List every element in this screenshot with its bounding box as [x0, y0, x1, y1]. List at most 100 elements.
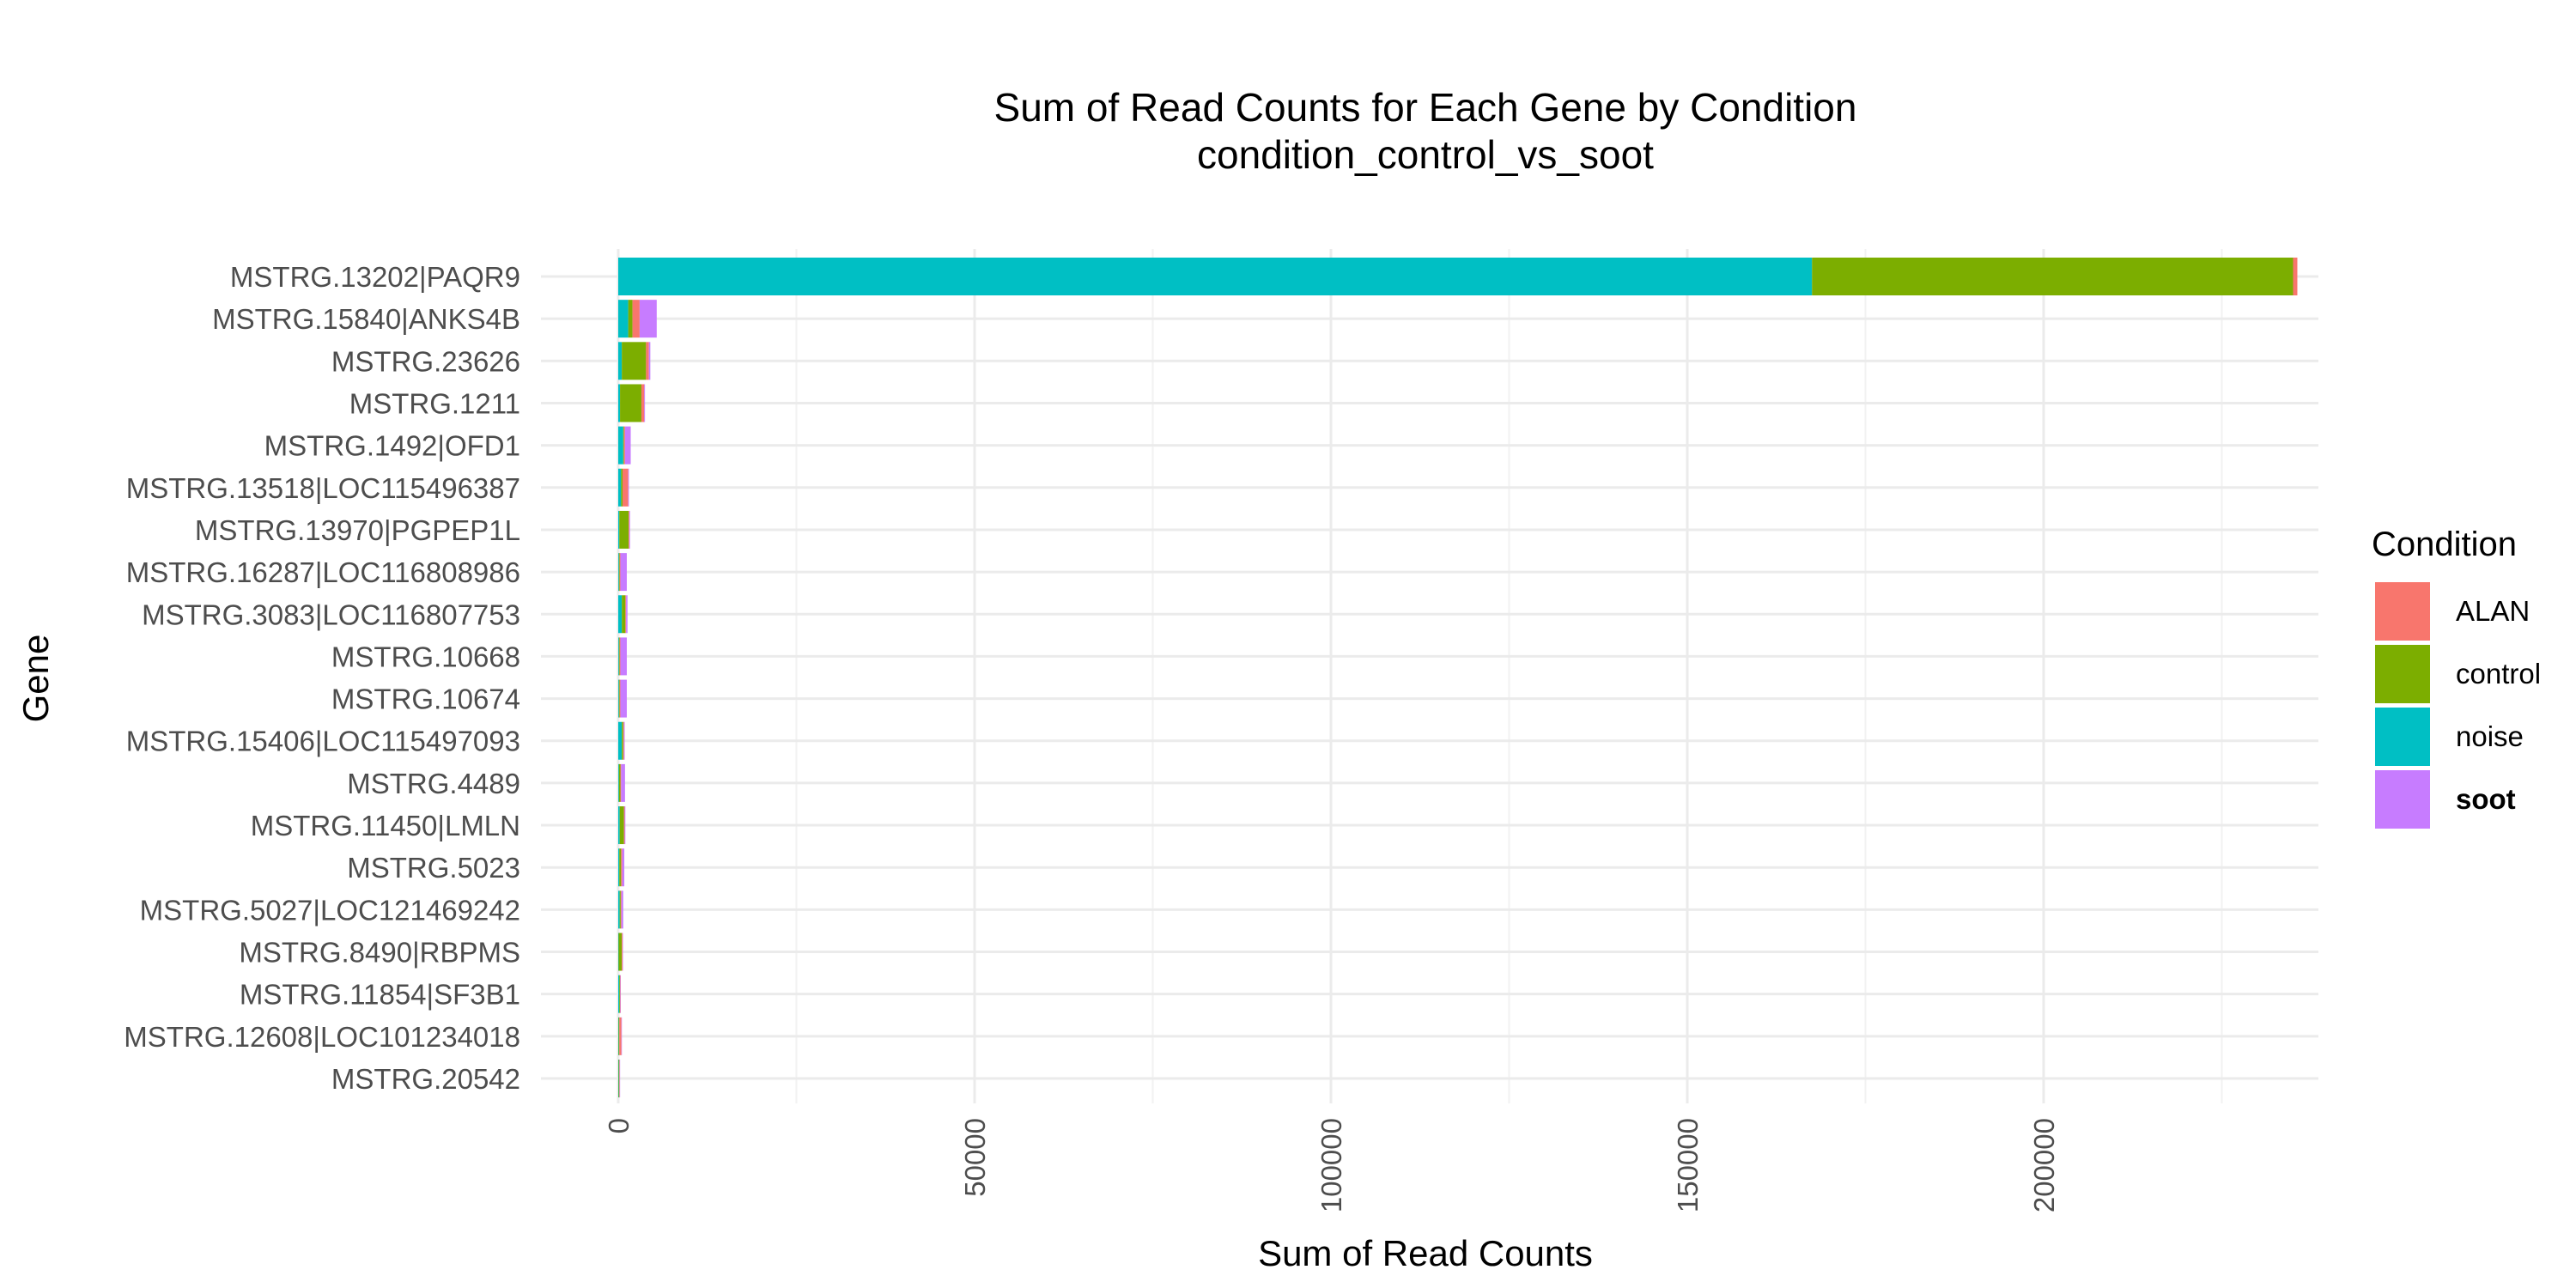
bar-segment-control: [622, 595, 626, 634]
bar-segment-alan: [619, 553, 621, 592]
y-tick-label: MSTRG.20542: [331, 1063, 520, 1095]
bar-segment-control: [619, 848, 622, 887]
grid-lines: [541, 249, 2318, 1103]
bar-segment-soot: [621, 1017, 623, 1055]
bar-segment-soot: [624, 806, 626, 845]
bar-segment-soot: [622, 848, 625, 887]
y-tick-label: MSTRG.10674: [331, 683, 520, 715]
y-tick-label: MSTRG.4489: [347, 768, 520, 799]
y-tick-label: MSTRG.13202|PAQR9: [230, 261, 520, 293]
y-tick-label: MSTRG.1492|OFD1: [264, 430, 520, 462]
bar-segment-alan: [623, 806, 625, 845]
bar-segment-alan: [621, 848, 623, 887]
bar-segment-noise: [618, 300, 629, 338]
legend-key-noise: [2375, 708, 2430, 766]
bar-segment-control: [619, 510, 629, 549]
bar-segment-alan: [641, 384, 645, 422]
bar-segment-alan: [619, 679, 621, 718]
legend-title: Condition: [2372, 526, 2517, 563]
chart-subtitle: condition_control_vs_soot: [1197, 132, 1654, 177]
y-tick-label: MSTRG.12608|LOC101234018: [124, 1021, 520, 1053]
bar-segment-soot: [621, 890, 623, 929]
x-tick-label: 200000: [2028, 1118, 2060, 1212]
x-tick-label: 150000: [1672, 1118, 1704, 1212]
bar-segment-control: [619, 806, 624, 845]
y-tick-label: MSTRG.13518|LOC115496387: [126, 472, 520, 504]
bar-segment-noise: [618, 468, 622, 507]
y-tick-label: MSTRG.10668: [331, 641, 520, 672]
x-tick-labels: 0 50000 100000 150000 200000: [603, 1118, 2060, 1212]
bar-segment-soot: [621, 763, 625, 802]
legend-key-alan: [2375, 582, 2430, 641]
y-tick-label: MSTRG.15840|ANKS4B: [212, 303, 520, 335]
y-tick-label: MSTRG.15406|LOC115497093: [126, 726, 520, 757]
y-tick-label: MSTRG.1211: [349, 387, 520, 419]
bar-segment-control: [618, 679, 620, 718]
bar-segment-noise: [618, 553, 619, 592]
bar-segment-control: [619, 890, 621, 929]
bar-segment-control: [621, 468, 623, 507]
bar-segment-soot: [629, 510, 630, 549]
bar-segment-soot: [639, 300, 657, 338]
legend-label-alan: ALAN: [2456, 595, 2530, 627]
bar-segment-soot: [644, 384, 646, 422]
bar-segment-noise: [618, 384, 621, 422]
bar-segment-noise: [618, 637, 619, 676]
bar-segment-noise: [618, 721, 623, 760]
chart-title: Sum of Read Counts for Each Gene by Cond…: [994, 85, 1857, 130]
x-tick-label: 50000: [959, 1118, 991, 1197]
y-axis-title: Gene: [15, 635, 56, 723]
bar-segment-control: [628, 300, 633, 338]
bar-segment-soot: [620, 975, 621, 1013]
bar-segment-soot: [623, 721, 625, 760]
y-tick-label: MSTRG.5023: [347, 852, 520, 884]
bar-segment-control: [618, 553, 620, 592]
y-tick-label: MSTRG.13970|PGPEP1L: [195, 514, 520, 546]
bar-segment-noise: [618, 679, 619, 718]
bar-segment-control: [618, 1017, 620, 1055]
y-tick-label: MSTRG.11854|SF3B1: [240, 979, 520, 1011]
bar-segment-soot: [620, 679, 627, 718]
bar-segment-alan: [619, 1017, 622, 1055]
bar-segment-noise: [618, 510, 620, 549]
legend: Condition ALAN control noise soot: [2372, 526, 2541, 829]
legend-key-soot: [2375, 770, 2430, 829]
bar-segment-control: [618, 1060, 620, 1097]
bar-segment-control: [618, 763, 621, 802]
y-tick-label: MSTRG.23626: [331, 345, 520, 377]
bar-segment-alan: [619, 1060, 620, 1097]
bar-segment-noise: [618, 1060, 619, 1097]
bar-segment-control: [622, 342, 647, 380]
bar-segment-control: [623, 426, 624, 465]
bar-segment-noise: [618, 342, 623, 380]
y-tick-label: MSTRG.8490|RBPMS: [239, 937, 520, 969]
bar-segment-noise: [618, 1017, 619, 1055]
bar-segment-control: [619, 975, 621, 1013]
y-tick-label: MSTRG.11450|LMLN: [251, 810, 520, 841]
bar-segment-soot: [620, 553, 627, 592]
x-tick-label: 100000: [1315, 1118, 1347, 1212]
bar-segment-alan: [622, 468, 629, 507]
bar-segment-soot: [626, 595, 628, 634]
bar-segment-noise: [618, 426, 623, 465]
y-tick-label: MSTRG.3083|LOC116807753: [142, 598, 520, 630]
bar-segment-alan: [623, 426, 625, 465]
bar-segment-noise: [618, 975, 620, 1013]
bar-segment-noise: [618, 763, 619, 802]
legend-key-control: [2375, 645, 2430, 703]
bar-segment-alan: [620, 975, 621, 1013]
bar-segment-alan: [646, 342, 649, 380]
bar-segment-noise: [618, 806, 620, 845]
bar-segment-control: [618, 637, 620, 676]
bar-segment-soot: [620, 637, 627, 676]
bar-segment-soot: [624, 426, 631, 465]
bar-segment-noise: [618, 258, 1813, 295]
legend-label-noise: noise: [2456, 720, 2524, 752]
bar-segment-alan: [625, 595, 627, 634]
x-axis-title: Sum of Read Counts: [1258, 1233, 1593, 1273]
bar-segment-soot: [619, 1060, 621, 1097]
bar-segment-control: [1812, 258, 2293, 295]
y-tick-labels: MSTRG.13202|PAQR9 MSTRG.15840|ANKS4B MSTRG…: [124, 261, 520, 1095]
